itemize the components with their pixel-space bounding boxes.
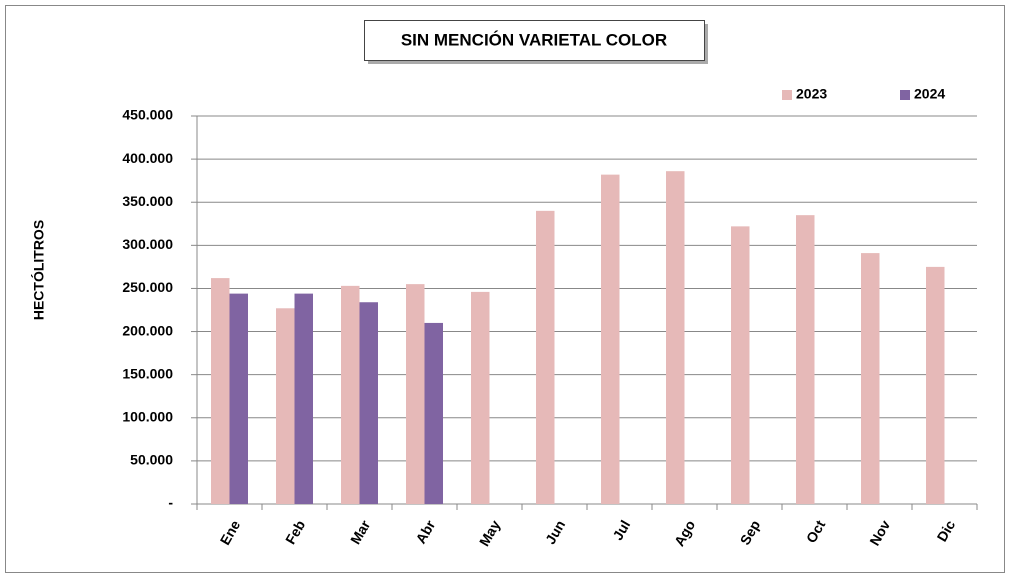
bar [406, 284, 425, 504]
bar [731, 226, 750, 504]
y-tick-label: 150.000 [122, 365, 173, 381]
bar [471, 291, 490, 504]
bar [666, 171, 685, 504]
bar [796, 215, 815, 504]
legend-swatch [782, 90, 792, 100]
bar [424, 322, 443, 504]
y-tick-label: - [168, 495, 173, 511]
bar [926, 266, 945, 504]
bar [211, 278, 230, 504]
y-tick-label: 450.000 [122, 107, 173, 123]
chart-title: SIN MENCIÓN VARIETAL COLOR [401, 30, 667, 49]
bar [861, 253, 880, 504]
y-tick-label: 300.000 [122, 236, 173, 252]
bar [294, 293, 313, 504]
bar [359, 302, 378, 504]
y-tick-label: 50.000 [130, 452, 173, 468]
bar [229, 293, 248, 504]
bar [341, 285, 360, 504]
y-tick-label: 100.000 [122, 408, 173, 424]
y-tick-label: 200.000 [122, 322, 173, 338]
bar [536, 210, 555, 504]
y-tick-label: 400.000 [122, 150, 173, 166]
legend-label: 2024 [914, 86, 945, 102]
legend-label: 2023 [796, 86, 827, 102]
bar [601, 174, 620, 504]
y-tick-label: 350.000 [122, 193, 173, 209]
chart-frame [5, 5, 1005, 573]
y-axis-label: HECTÓLITROS [30, 220, 47, 320]
legend-swatch [900, 90, 910, 100]
bar [276, 308, 295, 504]
title-box [364, 20, 705, 61]
y-tick-label: 250.000 [122, 279, 173, 295]
